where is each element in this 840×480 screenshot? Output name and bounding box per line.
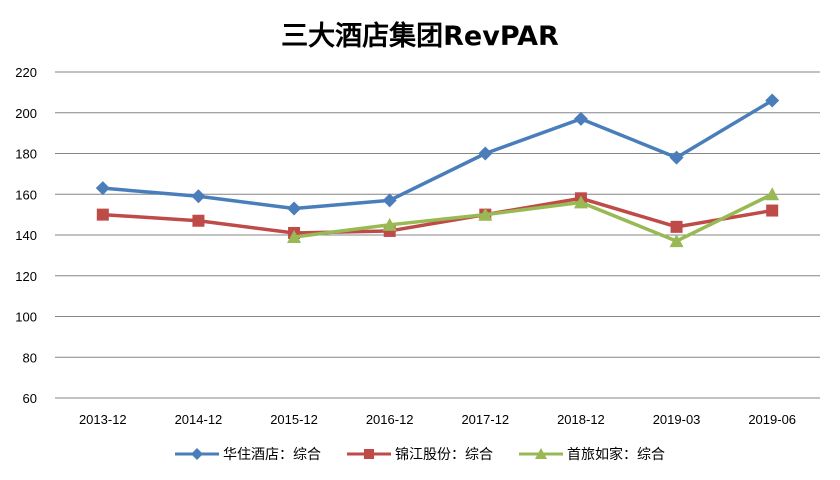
diamond-marker <box>287 201 302 216</box>
legend-item: 锦江股份：综合 <box>347 444 493 464</box>
y-tick-label: 120 <box>15 269 37 284</box>
triangle-marker <box>478 207 493 221</box>
x-tick-label: 2014-12 <box>175 412 223 427</box>
y-tick-label: 160 <box>15 187 37 202</box>
series-line <box>102 99 774 211</box>
legend-item: 首旅如家：综合 <box>519 444 665 464</box>
triangle-marker <box>535 448 547 459</box>
y-tick-label: 200 <box>15 106 37 121</box>
y-tick-label: 80 <box>23 350 37 365</box>
triangle-icon <box>519 448 563 459</box>
diamond-icon <box>175 448 219 460</box>
y-tick-label: 220 <box>15 65 37 80</box>
y-tick-label: 180 <box>15 147 37 162</box>
legend: 华住酒店：综合 锦江股份：综合 首旅如家：综合 <box>0 444 840 464</box>
diamond-marker <box>765 93 780 108</box>
x-tick-label: 2016-12 <box>366 412 414 427</box>
diamond-marker <box>573 111 588 126</box>
diamond-marker <box>191 448 203 460</box>
diamond-marker <box>669 150 684 165</box>
x-tick-label: 2018-12 <box>557 412 605 427</box>
square-marker <box>670 220 683 233</box>
x-tick-label: 2013-12 <box>79 412 127 427</box>
square-marker <box>192 214 205 227</box>
y-tick-label: 140 <box>15 228 37 243</box>
legend-label: 华住酒店：综合 <box>223 447 321 463</box>
triangle-marker <box>765 187 780 201</box>
legend-item: 华住酒店：综合 <box>175 444 321 464</box>
diamond-marker <box>478 146 493 161</box>
diamond-marker <box>382 193 397 208</box>
y-tick-label: 60 <box>23 391 37 406</box>
square-marker <box>96 208 109 221</box>
y-tick-label: 100 <box>15 310 37 325</box>
diamond-marker <box>191 189 206 204</box>
triangle-marker <box>287 230 302 244</box>
legend-label: 锦江股份：综合 <box>395 447 493 463</box>
square-marker <box>766 204 779 217</box>
chart-title: 三大酒店集团RevPAR <box>281 21 559 52</box>
x-tick-label: 2015-12 <box>270 412 318 427</box>
x-tick-label: 2019-03 <box>653 412 701 427</box>
triangle-marker <box>669 234 684 248</box>
triangle-marker <box>573 195 588 209</box>
diamond-marker <box>95 181 110 196</box>
x-tick-label: 2019-06 <box>748 412 796 427</box>
x-tick-label: 2017-12 <box>461 412 509 427</box>
legend-label: 首旅如家：综合 <box>567 447 665 463</box>
series-line <box>102 196 773 235</box>
square-icon <box>347 449 391 459</box>
series-line <box>293 192 773 243</box>
square-marker <box>364 449 374 459</box>
triangle-marker <box>382 217 397 231</box>
